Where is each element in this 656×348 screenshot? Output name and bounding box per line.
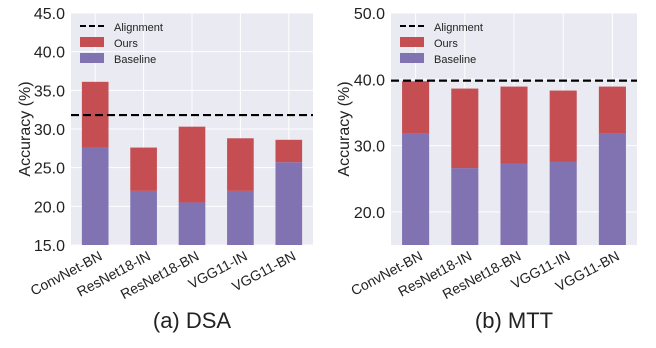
bar-ours-resnet18-in — [451, 88, 479, 169]
legend-label-baseline: Baseline — [434, 54, 476, 66]
y-tick-label: 20.0 — [354, 205, 385, 222]
bar-ours-vgg11-bn — [598, 86, 626, 134]
bar-baseline-vgg11-bn — [275, 162, 303, 245]
legend-label-baseline: Baseline — [114, 54, 156, 66]
bar-baseline-resnet18-bn — [178, 202, 206, 245]
y-tick-label: 40.0 — [34, 45, 65, 62]
y-tick-label: 45.0 — [34, 6, 65, 23]
bar-baseline-resnet18-in — [130, 190, 157, 245]
legend-swatch-baseline — [400, 53, 424, 63]
bar-baseline-convnet-bn — [81, 147, 109, 245]
bar-baseline-vgg11-in — [549, 161, 577, 245]
bar-baseline-resnet18-in — [451, 168, 479, 245]
y-tick-label: 35.0 — [34, 83, 65, 100]
bar-ours-vgg11-bn — [275, 139, 303, 163]
y-tick-label: 50.0 — [354, 6, 385, 23]
bar-baseline-vgg11-in — [227, 190, 254, 245]
bar-baseline-convnet-bn — [402, 133, 430, 245]
bar-ours-resnet18-in — [130, 147, 157, 191]
bar-baseline-resnet18-bn — [500, 163, 528, 245]
bar-ours-resnet18-bn — [500, 86, 528, 164]
y-axis-label: Accuracy (%) — [336, 81, 353, 176]
bar-ours-vgg11-in — [227, 138, 254, 191]
legend-swatch-ours — [400, 37, 424, 47]
y-tick-label: 15.0 — [34, 238, 65, 255]
bar-baseline-vgg11-bn — [598, 133, 626, 245]
legend-label-alignment: Alignment — [434, 22, 483, 34]
y-tick-label: 30.0 — [34, 122, 65, 139]
legend-label-alignment: Alignment — [114, 22, 163, 34]
panel-caption: (a) DSA — [153, 308, 232, 333]
y-tick-label: 40.0 — [354, 72, 385, 89]
legend-swatch-baseline — [80, 53, 104, 63]
y-tick-label: 20.0 — [34, 199, 65, 216]
legend-label-ours: Ours — [434, 38, 458, 50]
legend-label-ours: Ours — [114, 38, 138, 50]
y-tick-label: 25.0 — [34, 161, 65, 178]
bar-ours-convnet-bn — [402, 81, 430, 134]
y-axis-label: Accuracy (%) — [17, 81, 34, 176]
bar-ours-resnet18-bn — [178, 126, 206, 203]
panel-caption: (b) MTT — [475, 308, 553, 333]
legend-swatch-ours — [80, 37, 104, 47]
bar-ours-vgg11-in — [549, 90, 577, 162]
y-tick-label: 30.0 — [354, 139, 385, 156]
